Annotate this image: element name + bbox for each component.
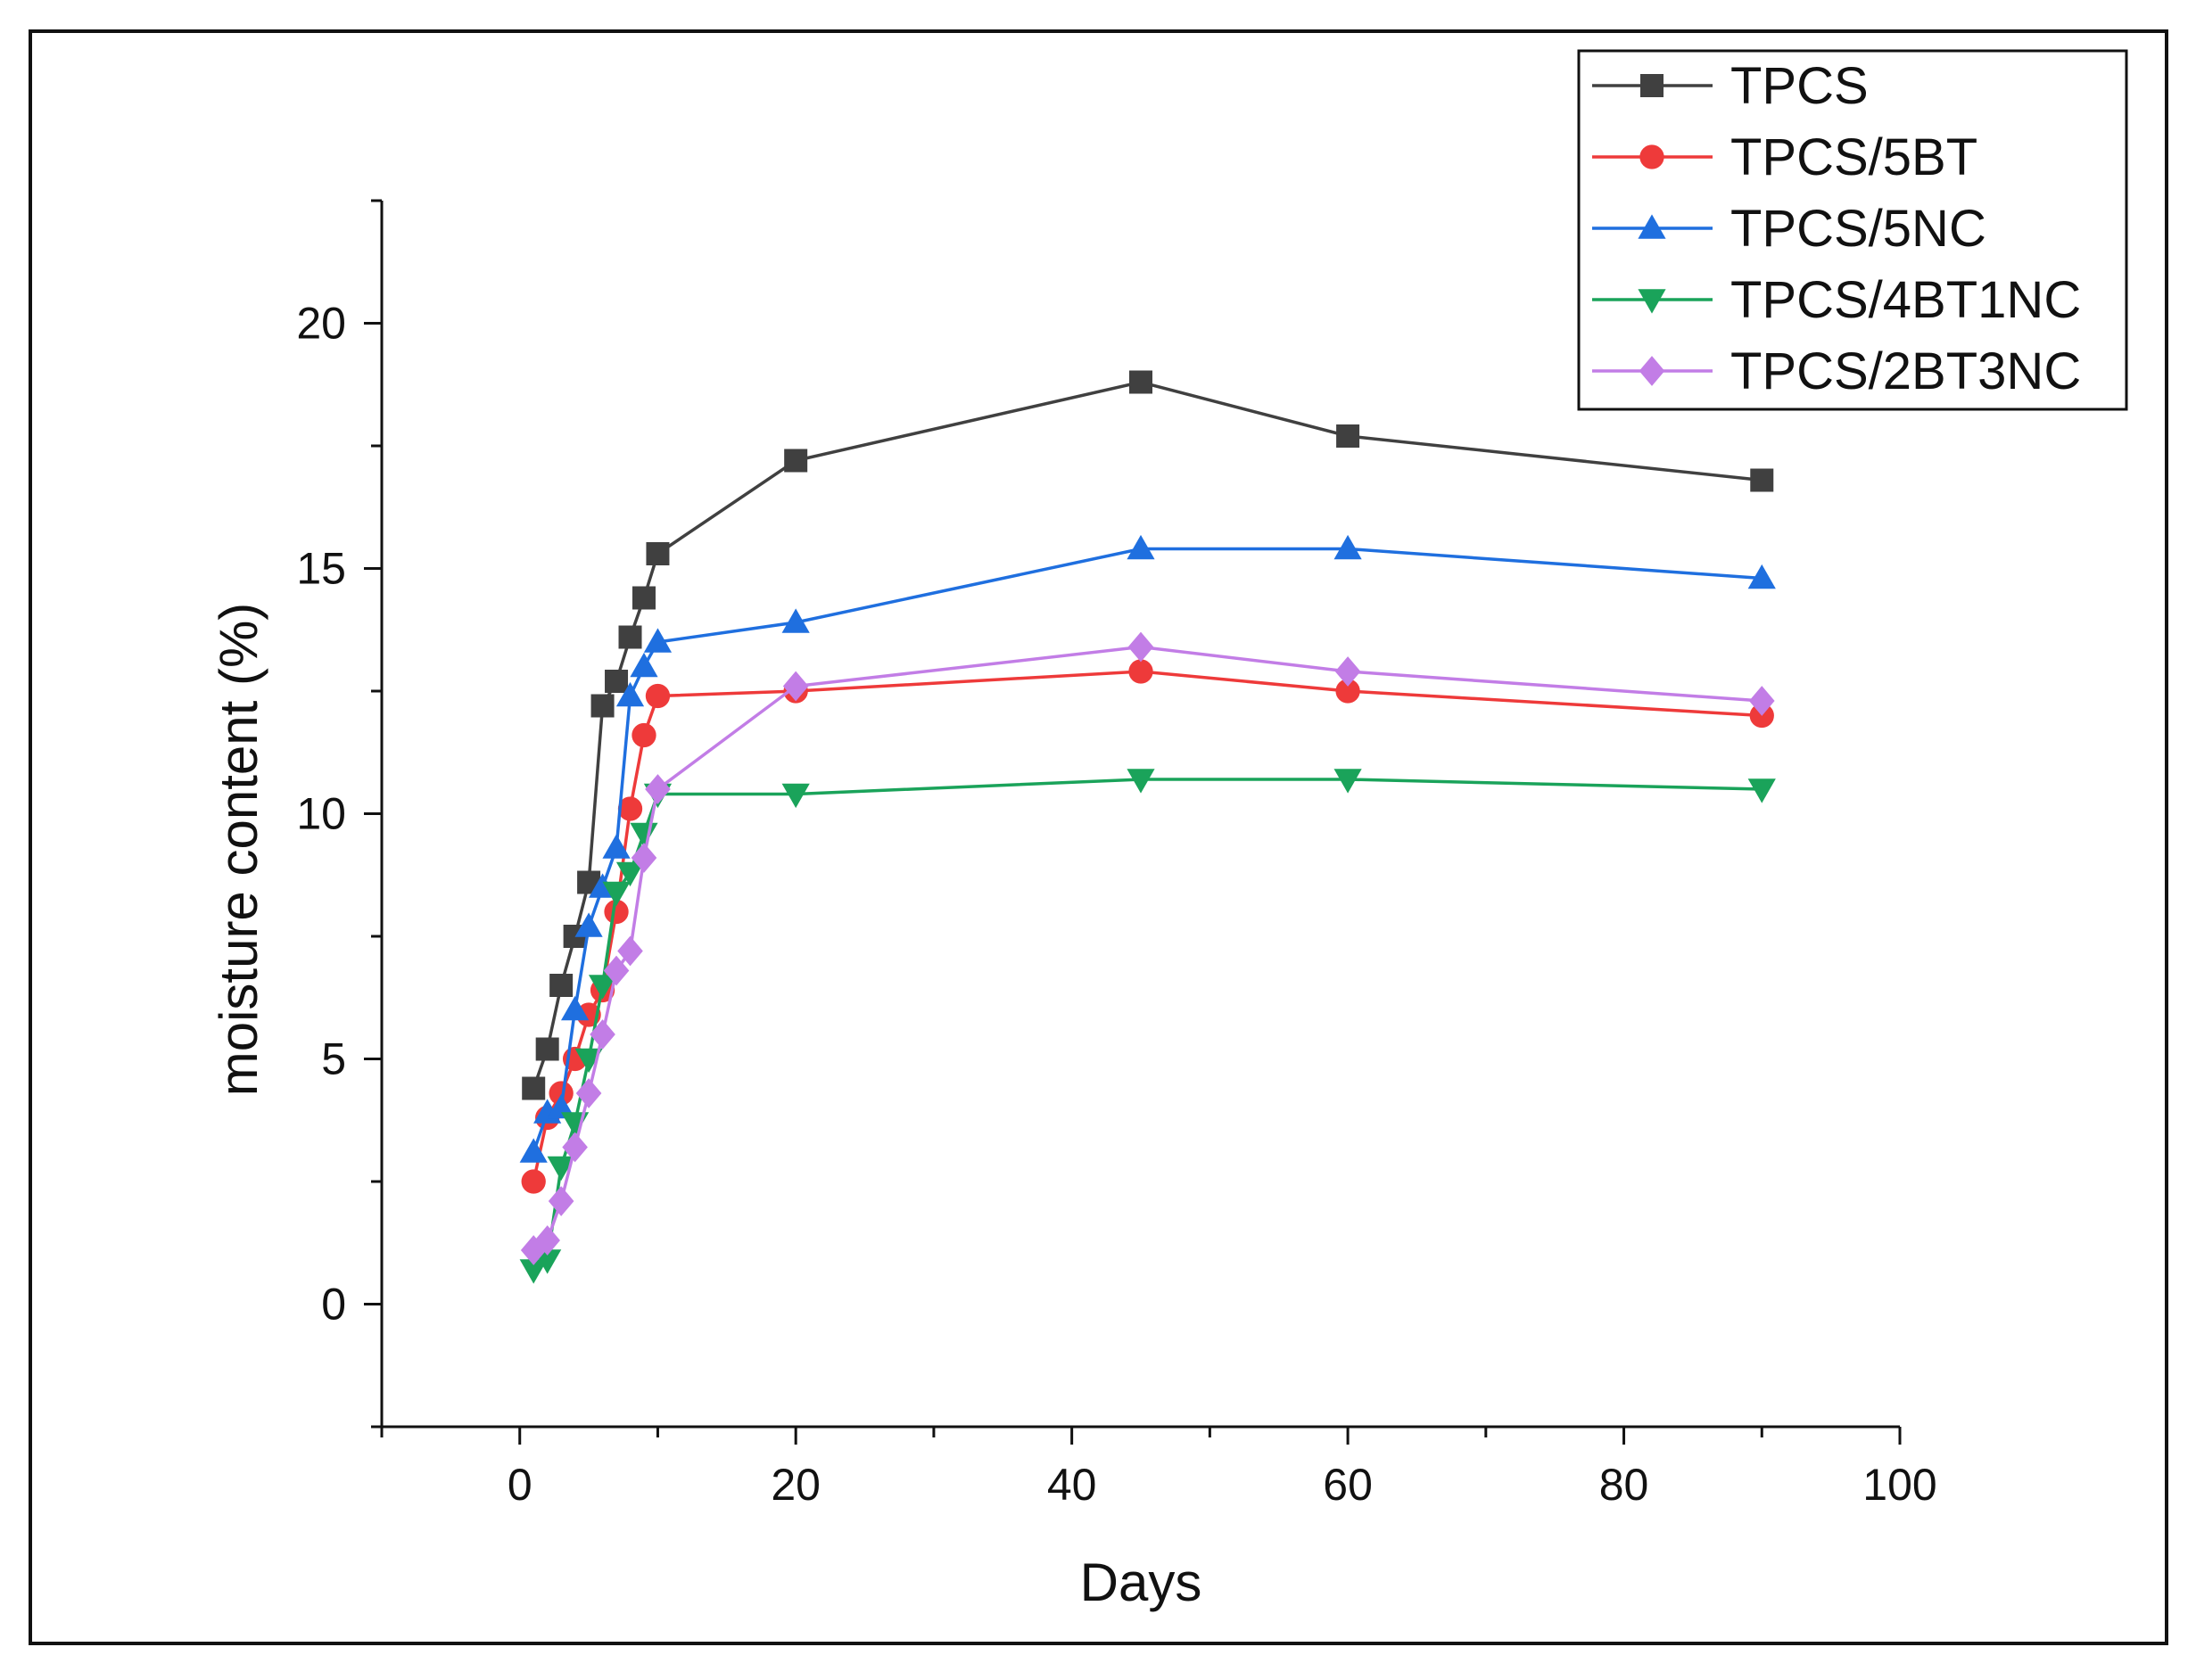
data-point-tpcs-5nc-day-5 <box>574 912 603 937</box>
data-point-tpcs-day-20 <box>784 449 808 473</box>
data-point-tpcs-4bt1nc-day-60 <box>1333 769 1362 794</box>
data-point-tpcs-2bt3nc-day-10 <box>645 774 671 804</box>
data-point-tpcs-day-7 <box>605 670 629 693</box>
legend: TPCS TPCS/5BT TPCS/5NC TPCS/4BT1NC TPCS/2BT3… <box>1577 49 2128 411</box>
y-ticks: 0 5 10 15 20 <box>296 199 382 1429</box>
x-tick-label-0: 0 <box>508 1460 532 1510</box>
data-point-tpcs-4bt1nc-day-5 <box>574 1048 603 1074</box>
legend-label-tpcs-4bt1nc: TPCS/4BT1NC <box>1730 271 2081 329</box>
legend-marker-tpcs-4bt1nc <box>1638 289 1666 314</box>
axes: 0 20 40 60 80 100 0 5 10 15 20 <box>296 199 1937 1510</box>
data-point-tpcs-2bt3nc-day-20 <box>782 671 809 702</box>
data-point-tpcs-2bt3nc-day-45 <box>1127 631 1154 663</box>
legend-item-tpcs-2bt3nc: TPCS/2BT3NC <box>1592 342 2081 400</box>
series-line-tpcs-5bt <box>532 670 1763 1182</box>
legend-item-tpcs-5bt: TPCS/5BT <box>1592 128 1977 186</box>
data-point-tpcs-4bt1nc-day-45 <box>1127 769 1155 794</box>
data-point-tpcs-5bt-day-60 <box>1335 679 1360 704</box>
data-point-tpcs-4bt1nc-day-1 <box>519 1259 548 1284</box>
data-point-tpcs-day-10 <box>646 542 670 565</box>
data-point-tpcs-5nc-day-8 <box>615 681 645 707</box>
data-point-tpcs-2bt3nc-day-60 <box>1334 656 1361 687</box>
data-point-tpcs-4bt1nc-day-8 <box>615 861 645 887</box>
y-tick-label-0: 0 <box>321 1280 346 1330</box>
y-tick-label-15: 15 <box>296 544 346 594</box>
x-ticks: 0 20 40 60 80 100 <box>380 1427 1937 1510</box>
legend-label-tpcs-5bt: TPCS/5BT <box>1730 128 1977 186</box>
x-tick-label-60: 60 <box>1323 1460 1373 1510</box>
legend-marker-tpcs <box>1640 74 1664 97</box>
legend-label-tpcs-2bt3nc: TPCS/2BT3NC <box>1730 342 2081 400</box>
data-point-tpcs-day-3 <box>549 974 574 997</box>
data-point-tpcs-2bt3nc-day-90 <box>1748 686 1775 716</box>
data-point-tpcs-5bt-day-1 <box>521 1169 546 1194</box>
legend-label-tpcs-5nc: TPCS/5NC <box>1730 200 1986 258</box>
x-tick-label-100: 100 <box>1862 1460 1936 1510</box>
data-point-tpcs-day-60 <box>1336 424 1360 448</box>
series-line-tpcs <box>532 380 1763 1090</box>
data-point-tpcs-2bt3nc-day-9 <box>631 843 657 873</box>
data-point-tpcs-2bt3nc-day-8 <box>617 935 643 967</box>
x-axis-title: Days <box>1080 1552 1202 1612</box>
data-point-tpcs-day-9 <box>632 586 656 610</box>
legend-marker-tpcs-5bt <box>1639 144 1664 169</box>
data-point-tpcs-5nc-day-1 <box>519 1138 548 1163</box>
data-point-tpcs-day-1 <box>522 1076 546 1100</box>
series-layer <box>519 370 1776 1284</box>
data-point-tpcs-5nc-day-7 <box>602 834 631 859</box>
data-point-tpcs-4bt1nc-day-90 <box>1747 778 1776 803</box>
y-axis-title: moisture content (%) <box>209 603 268 1097</box>
series-tpcs-4bt1nc <box>519 769 1776 1284</box>
data-point-tpcs-5bt-day-7 <box>604 899 629 925</box>
y-tick-label-20: 20 <box>296 299 346 349</box>
data-point-tpcs-2bt3nc-day-6 <box>590 1019 615 1050</box>
legend-item-tpcs-4bt1nc: TPCS/4BT1NC <box>1592 271 2081 329</box>
series-tpcs-5nc <box>519 534 1776 1163</box>
data-point-tpcs-4bt1nc-day-20 <box>781 783 810 809</box>
data-point-tpcs-day-6 <box>590 694 615 718</box>
y-tick-label-10: 10 <box>296 789 346 839</box>
series-tpcs-5bt <box>521 659 1774 1194</box>
data-point-tpcs-5nc-day-60 <box>1333 534 1362 560</box>
legend-item-tpcs-5nc: TPCS/5NC <box>1592 200 1986 258</box>
legend-box <box>1577 49 2128 411</box>
legend-marker-tpcs-2bt3nc <box>1639 356 1665 386</box>
series-tpcs-2bt3nc <box>520 631 1775 1265</box>
legend-item-tpcs: TPCS <box>1592 57 1869 115</box>
y-tick-label-5: 5 <box>321 1034 346 1084</box>
data-point-tpcs-5nc-day-10 <box>643 628 673 653</box>
data-point-tpcs-2bt3nc-day-7 <box>603 955 630 986</box>
series-line-tpcs-5nc <box>532 547 1763 1153</box>
series-line-tpcs-2bt3nc <box>532 645 1763 1252</box>
data-point-tpcs-2bt3nc-day-3 <box>548 1186 574 1216</box>
data-point-tpcs-day-45 <box>1129 370 1152 394</box>
x-tick-label-40: 40 <box>1047 1460 1097 1510</box>
data-point-tpcs-5nc-day-45 <box>1127 534 1155 560</box>
data-point-tpcs-5bt-day-9 <box>632 722 656 748</box>
legend-marker-tpcs-5nc <box>1638 214 1666 239</box>
legend-label-tpcs: TPCS <box>1730 57 1869 115</box>
data-point-tpcs-day-90 <box>1750 468 1774 492</box>
data-point-tpcs-5bt-day-45 <box>1128 659 1153 684</box>
data-point-tpcs-5bt-day-3 <box>549 1081 574 1106</box>
data-point-tpcs-5bt-day-8 <box>617 796 643 821</box>
data-point-tpcs-5nc-day-9 <box>630 652 658 678</box>
x-tick-label-80: 80 <box>1599 1460 1649 1510</box>
series-tpcs <box>522 370 1774 1100</box>
data-point-tpcs-5bt-day-10 <box>645 683 671 709</box>
data-point-tpcs-day-2 <box>535 1037 559 1061</box>
data-point-tpcs-2bt3nc-day-4 <box>562 1132 588 1163</box>
data-point-tpcs-4bt1nc-day-3 <box>547 1156 575 1182</box>
x-tick-label-20: 20 <box>771 1460 821 1510</box>
data-point-tpcs-2bt3nc-day-2 <box>534 1225 560 1256</box>
data-point-tpcs-day-8 <box>618 625 642 649</box>
series-line-tpcs-4bt1nc <box>532 778 1763 1272</box>
data-point-tpcs-4bt1nc-day-7 <box>602 881 631 907</box>
data-point-tpcs-4bt1nc-day-6 <box>588 975 617 1000</box>
data-point-tpcs-2bt3nc-day-5 <box>575 1078 602 1108</box>
data-point-tpcs-5nc-day-20 <box>781 608 810 633</box>
data-point-tpcs-5nc-day-4 <box>561 995 590 1021</box>
data-point-tpcs-5nc-day-90 <box>1747 564 1776 589</box>
